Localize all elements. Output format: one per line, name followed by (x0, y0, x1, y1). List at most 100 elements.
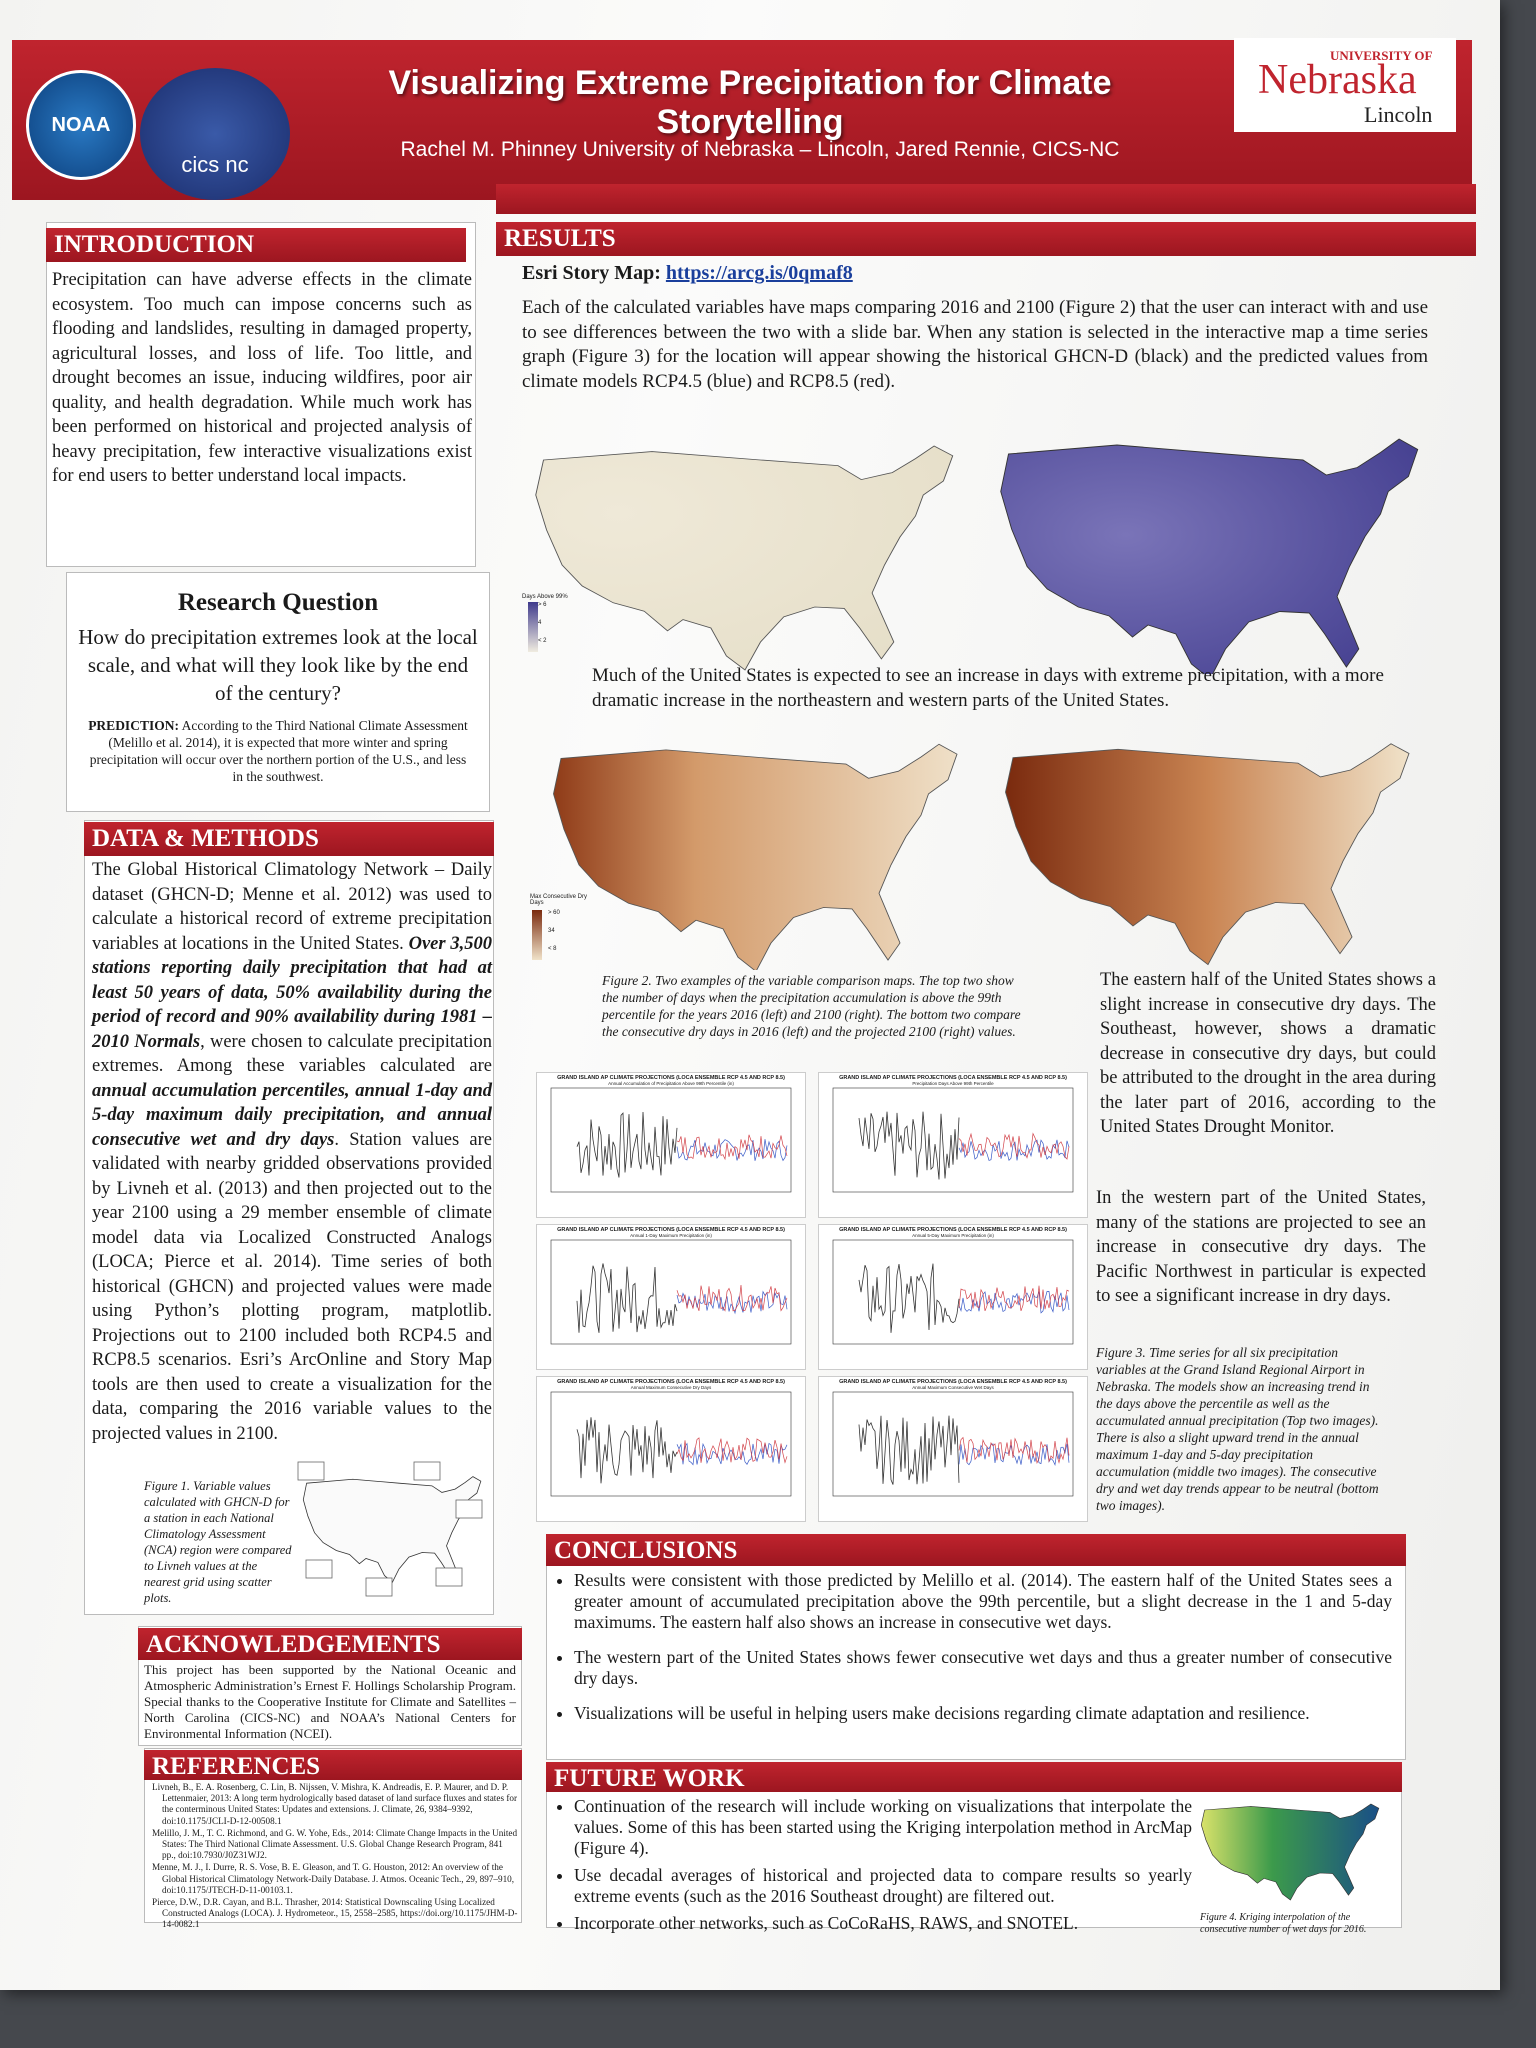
conclusions-list: Results were consistent with those predi… (552, 1570, 1392, 1738)
trace (958, 1291, 1070, 1314)
plot-frame (832, 1087, 1074, 1193)
shape (534, 445, 954, 671)
trace (676, 1134, 788, 1161)
section-heading: FUTURE WORK (546, 1762, 1402, 1792)
section-heading: ACKNOWLEDGEMENTS (138, 1628, 522, 1660)
time-series-chart: GRAND ISLAND AP CLIMATE PROJECTIONS (LOC… (818, 1376, 1088, 1522)
shape (999, 438, 1419, 674)
plot-frame (832, 1239, 1074, 1345)
trace (858, 1263, 960, 1333)
results-intro: Each of the calculated variables have ma… (522, 297, 1428, 392)
legend-label: 34 (548, 928, 555, 934)
west-text: In the western part of the United States… (1096, 1188, 1426, 1306)
chart-title: GRAND ISLAND AP CLIMATE PROJECTIONS (LOC… (557, 1075, 785, 1081)
trace (676, 1437, 788, 1464)
figure-4 (1200, 1803, 1380, 1901)
logo-text: UNIVERSITY OF (1330, 48, 1433, 63)
chart-subtitle: Precipitation Days Above 99th Percentile (912, 1081, 994, 1086)
chart-subtitle: Annual Accumulation of Precipitation Abo… (608, 1081, 734, 1086)
shape (297, 1461, 483, 1597)
cics-logo: cics nc (140, 68, 290, 200)
rq-question: How do precipitation extremes look at th… (78, 625, 478, 705)
time-series-chart: GRAND ISLAND AP CLIMATE PROJECTIONS (LOC… (818, 1072, 1088, 1218)
references-list: Livneh, B., E. A. Rosenberg, C. Lin, B. … (152, 1782, 518, 1932)
legend-label: > 6 (538, 602, 547, 608)
shape (435, 1567, 463, 1587)
story-map-link[interactable]: https://arcg.is/0qmaf8 (665, 262, 853, 284)
conclusions-box (546, 1534, 1406, 1760)
figure-1 (297, 1461, 483, 1597)
trace (858, 1111, 960, 1180)
noaa-logo: NOAA (26, 70, 136, 180)
figure-caption: Figure 1. Variable values calculated wit… (144, 1479, 292, 1605)
trace (858, 1415, 960, 1485)
trace (576, 1111, 678, 1178)
chart-subtitle: Annual 1-Day Maximum Precipitation (in) (630, 1233, 712, 1238)
prediction-label: PREDICTION: (88, 718, 179, 733)
shape (528, 602, 538, 652)
text-run: , were chosen to calculate precipitation… (92, 1031, 492, 1077)
maps-bottom (532, 743, 1410, 970)
chart-plot (832, 1239, 1074, 1345)
time-series-chart: GRAND ISLAND AP CLIMATE PROJECTIONS (LOC… (536, 1072, 806, 1218)
figure-caption: Figure 3. Time series for all six precip… (1096, 1345, 1379, 1513)
plot-frame (550, 1391, 792, 1497)
figure-caption: Figure 2. Two examples of the variable c… (602, 973, 1021, 1039)
conclusion: The western part of the United States sh… (574, 1647, 1392, 1689)
figure-caption: Figure 4. Kriging interpolation of the c… (1200, 1912, 1367, 1935)
data-methods-text: The Global Historical Climatology Networ… (92, 858, 492, 1446)
story-map: Esri Story Map: https://arcg.is/0qmaf8 (522, 262, 853, 285)
shape: Continuation of the research will includ… (552, 1796, 1192, 1934)
plot-frame (550, 1239, 792, 1345)
logo-text: Lincoln (1364, 102, 1433, 127)
trace (676, 1139, 788, 1162)
legend-title: Max Consecutive Dry Days (530, 894, 588, 906)
maps-top (528, 438, 1419, 674)
conclusion: Results were consistent with those predi… (574, 1570, 1392, 1633)
text-run: The Global Historical Climatology Networ… (92, 860, 492, 954)
legend-title: Days Above 99% (522, 594, 568, 600)
time-series-chart: GRAND ISLAND AP CLIMATE PROJECTIONS (LOC… (536, 1376, 806, 1522)
shape (413, 1461, 441, 1481)
rq-prediction: PREDICTION: According to the Third Natio… (87, 717, 469, 785)
shape (365, 1577, 393, 1597)
trace (958, 1436, 1070, 1464)
trace (958, 1285, 1070, 1312)
chart-title: GRAND ISLAND AP CLIMATE PROJECTIONS (LOC… (557, 1227, 785, 1233)
chart-title: GRAND ISLAND AP CLIMATE PROJECTIONS (LOC… (839, 1379, 1067, 1385)
section-heading: INTRODUCTION (46, 228, 466, 262)
logo-text: Nebraska (1258, 57, 1417, 103)
shape (532, 910, 542, 960)
authors: Rachel M. Phinney University of Nebraska… (400, 138, 1120, 161)
time-series-chart: GRAND ISLAND AP CLIMATE PROJECTIONS (LOC… (536, 1224, 806, 1370)
trace (676, 1284, 788, 1312)
chart-title: GRAND ISLAND AP CLIMATE PROJECTIONS (LOC… (839, 1227, 1067, 1233)
legend-label: < 8 (548, 946, 557, 952)
map-note: Much of the United States is expected to… (592, 665, 1384, 711)
section-heading: DATA & METHODS (84, 822, 494, 856)
poster: NOAA cics nc Visualizing Extreme Precipi… (0, 0, 1500, 1990)
story-map-label: Esri Story Map: (522, 262, 661, 284)
introduction-box (46, 222, 476, 567)
future-item: Continuation of the research will includ… (574, 1796, 1192, 1859)
future-item: Use decadal averages of historical and p… (574, 1865, 1192, 1907)
trace (958, 1132, 1070, 1160)
chart-title: GRAND ISLAND AP CLIMATE PROJECTIONS (LOC… (557, 1379, 785, 1385)
future-work-list: Continuation of the research will includ… (552, 1796, 1192, 1940)
future-item: Incorporate other networks, such as CoCo… (574, 1913, 1192, 1934)
trace (576, 1417, 678, 1484)
legend-top: Days Above 99% > 6 4 < 2 (522, 594, 568, 644)
introduction-text: Precipitation can have adverse effects i… (52, 270, 472, 486)
text-run: . Station values are validated with near… (92, 1129, 493, 1444)
section-heading: REFERENCES (144, 1750, 522, 1780)
conclusion: Visualizations will be useful in helping… (574, 1703, 1392, 1724)
legend-label: 4 (538, 620, 542, 626)
chart-plot (832, 1087, 1074, 1193)
chart-subtitle: Annual 5-Day Maximum Precipitation (in) (912, 1233, 994, 1238)
title: Visualizing Extreme Precipitation for Cl… (388, 64, 1112, 141)
section-heading: CONCLUSIONS (546, 1534, 1406, 1566)
acknowledgements-text: This project has been supported by the N… (144, 1662, 516, 1741)
reference: Livneh, B., E. A. Rosenberg, C. Lin, B. … (152, 1782, 518, 1826)
chart-plot (832, 1391, 1074, 1497)
